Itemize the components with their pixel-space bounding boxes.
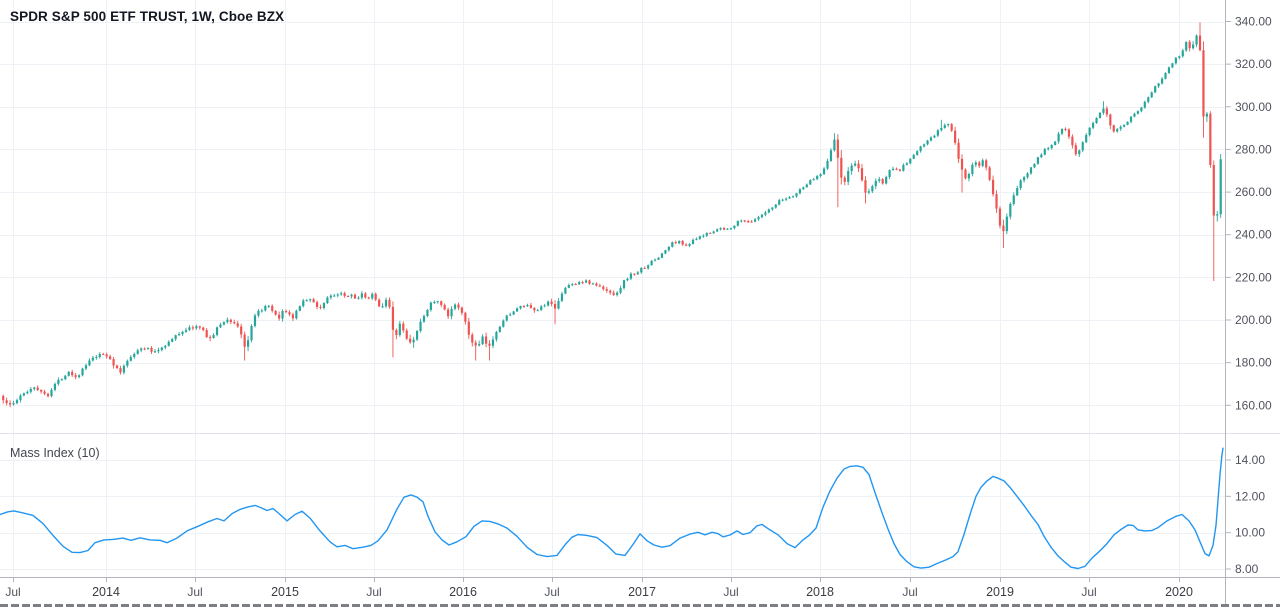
- time-tick-year: 2016: [449, 585, 477, 599]
- time-tick-month: Jul: [723, 585, 738, 599]
- price-scale[interactable]: [1225, 0, 1280, 577]
- time-tick-year: 2015: [271, 585, 299, 599]
- price-tick-label: 160.00: [1235, 398, 1272, 412]
- price-tick-label: 300.00: [1235, 100, 1272, 114]
- time-tick-year: 2017: [628, 585, 656, 599]
- time-tick-year: 2019: [986, 585, 1014, 599]
- mass-index-line: [0, 447, 1224, 570]
- time-tick-month: Jul: [5, 585, 20, 599]
- time-scale[interactable]: [0, 577, 1280, 604]
- price-tick-label: 240.00: [1235, 228, 1272, 242]
- time-tick-month: Jul: [902, 585, 917, 599]
- time-tick-month: Jul: [1081, 585, 1096, 599]
- price-tick-label: 180.00: [1235, 356, 1272, 370]
- indicator-tick-label: 8.00: [1235, 562, 1259, 576]
- price-tick-label: 200.00: [1235, 313, 1272, 327]
- price-tick-label: 340.00: [1235, 15, 1272, 29]
- symbol-legend[interactable]: SPDR S&P 500 ETF TRUST, 1W, Cboe BZX: [10, 9, 285, 24]
- time-axis-labels: Jul 2014 Jul 2015 Jul 2016 Jul 2017 Jul 2018 Jul 20…: [5, 577, 1193, 599]
- price-axis-labels: 340.00 320.00 300.00 280.00 260.00 240.00 220.…: [1225, 15, 1272, 412]
- price-tick-label: 280.00: [1235, 142, 1272, 156]
- time-tick-month: Jul: [187, 585, 202, 599]
- time-tick-year: 2018: [806, 585, 834, 599]
- time-tick-month: Jul: [544, 585, 559, 599]
- indicator-legend[interactable]: Mass Index (10): [10, 446, 100, 460]
- indicator-tick-label: 12.00: [1235, 489, 1265, 503]
- price-tick-label: 320.00: [1235, 57, 1272, 71]
- price-pane[interactable]: [0, 0, 1225, 433]
- time-tick-year: 2020: [1165, 585, 1193, 599]
- time-tick-month: Jul: [366, 585, 381, 599]
- indicator-tick-label: 10.00: [1235, 526, 1265, 540]
- indicator-axis-labels: 14.00 12.00 10.00 8.00: [1225, 453, 1265, 576]
- price-tick-label: 260.00: [1235, 185, 1272, 199]
- time-tick-year: 2014: [92, 585, 120, 599]
- grid: [0, 0, 1225, 577]
- indicator-pane[interactable]: [0, 434, 1225, 577]
- price-tick-label: 220.00: [1235, 270, 1272, 284]
- indicator-tick-label: 14.00: [1235, 453, 1265, 467]
- candlestick-series: [2, 22, 1222, 408]
